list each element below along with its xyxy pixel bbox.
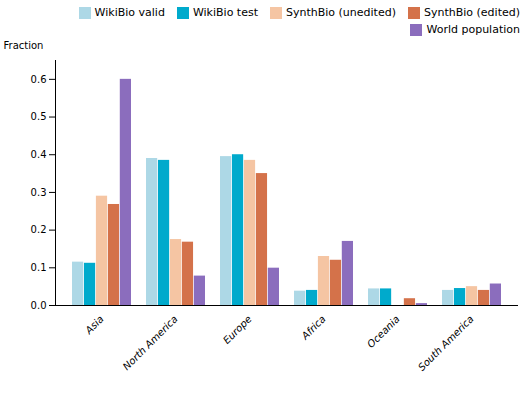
svg-text:0.3: 0.3 xyxy=(31,187,47,198)
html-text:SynthBio (unedited): SynthBio (unedited) xyxy=(286,6,396,19)
svg-text:0.6: 0.6 xyxy=(31,74,47,85)
svg-text:Fraction: Fraction xyxy=(4,40,44,51)
html-text:WikiBio valid: WikiBio valid xyxy=(94,6,165,19)
svg-text:0.5: 0.5 xyxy=(31,111,47,122)
html-text:World population: World population xyxy=(426,23,520,36)
svg-text:Africa: Africa xyxy=(299,313,328,342)
svg-text:0.4: 0.4 xyxy=(31,149,47,160)
html-text:SynthBio (edited): SynthBio (edited) xyxy=(424,6,520,19)
svg-text:Oceania: Oceania xyxy=(365,313,402,350)
svg-text:North America: North America xyxy=(121,313,180,372)
svg-text:Asia: Asia xyxy=(82,313,105,336)
svg-text:0.0: 0.0 xyxy=(31,300,47,311)
svg-text:0.2: 0.2 xyxy=(31,224,47,235)
svg-text:0.1: 0.1 xyxy=(31,262,47,273)
svg-text:South America: South America xyxy=(416,313,476,373)
html-text:WikiBio test: WikiBio test xyxy=(192,6,258,19)
svg-text:Europe: Europe xyxy=(221,313,254,346)
